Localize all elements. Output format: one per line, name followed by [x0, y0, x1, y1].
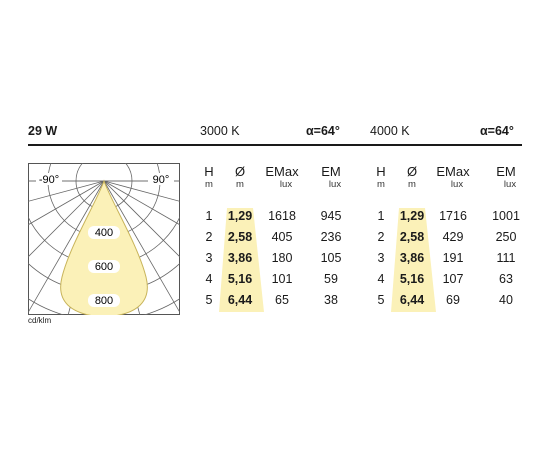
- angle-left-label-bg: [36, 173, 62, 185]
- polar-diagram: 400 600 800 -90° 90°: [28, 163, 180, 315]
- ring-label-bg: [88, 226, 120, 239]
- cell-em-3000k-row5: 38: [324, 293, 338, 307]
- polar-unit-label: cd/klm: [28, 316, 52, 325]
- cell-d-4000k-row2: 2,58: [399, 230, 425, 244]
- cell-h-3000k-row3: 3: [205, 251, 213, 265]
- cell-d-4000k-row4: 5,16: [399, 272, 425, 286]
- col-header-h-4000k: H: [376, 164, 386, 179]
- polar-radial-line: [28, 180, 105, 258]
- polar-radial-line: [103, 180, 180, 314]
- polar-radial-line: [28, 180, 105, 202]
- cell-h-3000k-row4: 4: [205, 272, 213, 286]
- col-unit-h-4000k: m: [377, 179, 385, 190]
- cell-emax-3000k-row3: 180: [271, 251, 293, 265]
- cell-h-4000k-row4: 4: [377, 272, 385, 286]
- cell-emax-4000k-row5: 69: [446, 293, 460, 307]
- cell-d-4000k-row5: 6,44: [399, 293, 425, 307]
- cell-d-3000k-row4: 5,16: [227, 272, 253, 286]
- beam-cone-shape: [60, 179, 148, 315]
- cell-em-3000k-row1: 945: [320, 209, 342, 223]
- polar-labels: -90° 90°: [36, 173, 174, 186]
- cell-emax-3000k-row1: 1618: [268, 209, 296, 223]
- cell-emax-3000k-row4: 101: [271, 272, 293, 286]
- ring-label-400: 400: [95, 227, 113, 239]
- cell-h-4000k-row2: 2: [377, 230, 385, 244]
- beam-cone: 400 600 800: [60, 179, 148, 315]
- col-header-em-4000k: EM: [496, 164, 516, 179]
- cell-em-4000k-row2: 250: [495, 230, 517, 244]
- col-unit-d-3000k: m: [236, 179, 244, 190]
- col-header-emax-3000k: EMax: [265, 164, 299, 179]
- col-header-h-3000k: H: [204, 164, 214, 179]
- cell-d-3000k-row1: 1,29: [227, 209, 253, 223]
- cell-em-3000k-row3: 105: [320, 251, 342, 265]
- cell-d-4000k-row1: 1,29: [399, 209, 425, 223]
- cell-emax-4000k-row4: 107: [442, 272, 464, 286]
- cell-em-4000k-row1: 1001: [492, 209, 520, 223]
- angle-left-label: -90°: [39, 174, 59, 186]
- cct-3000k-label: 3000 K: [200, 124, 240, 138]
- col-header-em-3000k: EM: [321, 164, 341, 179]
- cell-d-4000k-row3: 3,86: [399, 251, 425, 265]
- ring-label-800: 800: [95, 295, 113, 307]
- polar-radial-line: [28, 180, 105, 226]
- cell-em-4000k-row3: 111: [496, 251, 516, 265]
- cell-emax-3000k-row2: 405: [271, 230, 293, 244]
- col-unit-emax-4000k: lux: [450, 179, 464, 190]
- ring-label-600: 600: [95, 261, 113, 273]
- col-unit-d-4000k: m: [408, 179, 416, 190]
- cell-emax-4000k-row3: 191: [442, 251, 464, 265]
- cell-em-4000k-row5: 40: [499, 293, 513, 307]
- col-unit-h-3000k: m: [205, 179, 213, 190]
- col-header-emax-4000k: EMax: [436, 164, 470, 179]
- angle-right-label-bg: [148, 173, 174, 185]
- cell-em-3000k-row4: 59: [324, 272, 338, 286]
- cell-emax-3000k-row5: 65: [275, 293, 289, 307]
- angle-4000k-label: α=64°: [480, 124, 514, 138]
- polar-radial-line: [103, 180, 180, 202]
- cell-em-3000k-row2: 236: [320, 230, 342, 244]
- cell-h-4000k-row5: 5: [377, 293, 385, 307]
- cell-d-3000k-row2: 2,58: [227, 230, 253, 244]
- cell-h-4000k-row1: 1: [377, 209, 385, 223]
- angle-3000k-label: α=64°: [306, 124, 340, 138]
- cell-h-4000k-row3: 3: [377, 251, 385, 265]
- polar-radial-line: [103, 180, 180, 258]
- cell-d-3000k-row5: 6,44: [227, 293, 253, 307]
- cell-h-3000k-row5: 5: [205, 293, 213, 307]
- cell-emax-4000k-row2: 429: [442, 230, 464, 244]
- cell-d-3000k-row3: 3,86: [227, 251, 253, 265]
- cell-emax-4000k-row1: 1716: [439, 209, 467, 223]
- ring-label-bg: [88, 260, 120, 273]
- col-header-d-3000k: Ø: [234, 164, 246, 179]
- cell-em-4000k-row4: 63: [499, 272, 513, 286]
- col-header-d-4000k: Ø: [406, 164, 418, 179]
- col-unit-em-3000k: lux: [328, 179, 342, 190]
- cct-4000k-label: 4000 K: [370, 124, 410, 138]
- angle-right-label: 90°: [153, 174, 170, 186]
- col-unit-em-4000k: lux: [503, 179, 517, 190]
- col-unit-emax-3000k: lux: [279, 179, 293, 190]
- power-label: 29 W: [28, 124, 58, 138]
- cell-h-3000k-row1: 1: [205, 209, 213, 223]
- ring-label-bg: [88, 294, 120, 307]
- header-rule: [28, 144, 522, 146]
- polar-radial-line: [103, 180, 180, 226]
- cell-h-3000k-row2: 2: [205, 230, 213, 244]
- polar-radial-line: [28, 180, 105, 314]
